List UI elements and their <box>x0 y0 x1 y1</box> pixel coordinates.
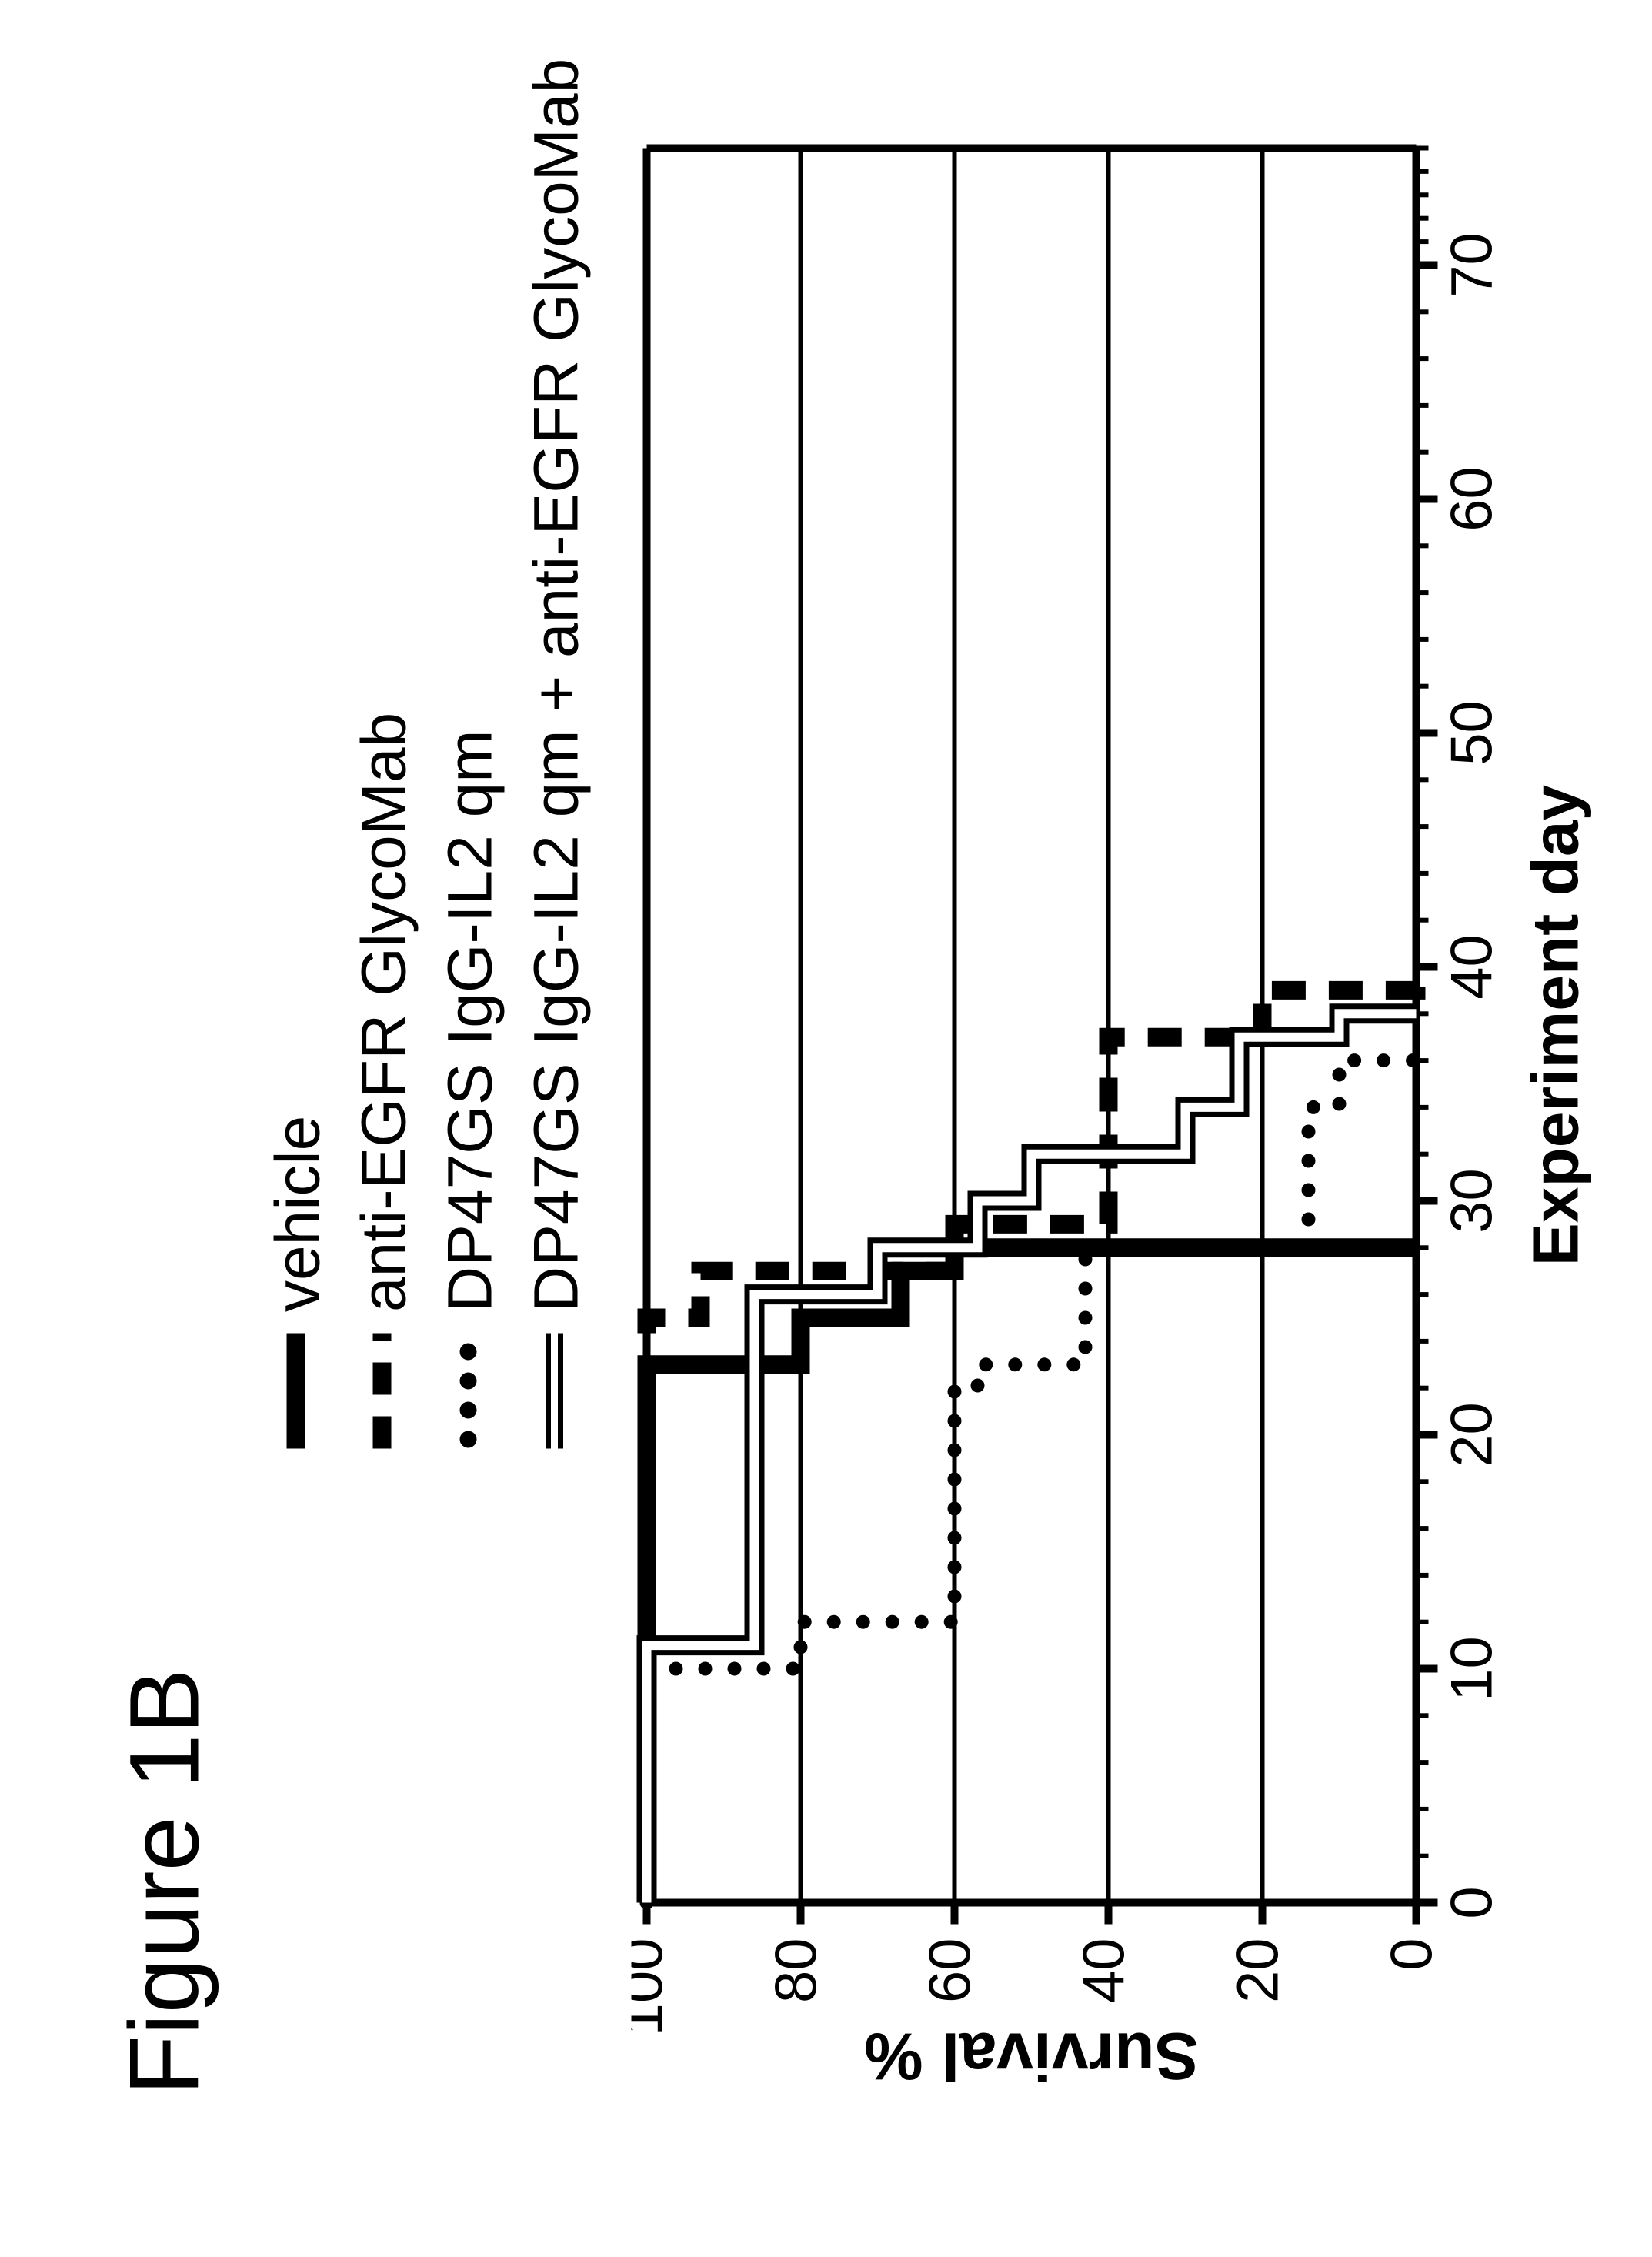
survival-chart: 0 20 40 60 80 100 0 10 20 30 40 50 60 70 Survival % Exp… <box>631 133 1600 2103</box>
legend-swatch <box>281 1334 315 1449</box>
svg-text:60: 60 <box>1439 467 1504 533</box>
svg-text:100: 100 <box>631 1938 675 2036</box>
legend-label: anti-EGFR GlycoMab <box>348 713 420 1312</box>
legend-row: anti-EGFR GlycoMab <box>348 58 420 1449</box>
svg-text:40: 40 <box>1071 1938 1136 2004</box>
svg-text:20: 20 <box>1225 1938 1290 2004</box>
svg-text:Experiment day: Experiment day <box>1519 785 1591 1267</box>
page: Figure 1B vehicleanti-EGFR GlycoMabDP47G… <box>0 302 1652 1955</box>
svg-text:10: 10 <box>1439 1637 1504 1702</box>
legend-label: DP47GS IgG-IL2 qm + anti-EGFR GlycoMab <box>520 58 592 1312</box>
legend-row: DP47GS IgG-IL2 qm + anti-EGFR GlycoMab <box>520 58 592 1449</box>
legend-label: DP47GS IgG-IL2 qm <box>434 730 506 1312</box>
figure-canvas: Figure 1B vehicleanti-EGFR GlycoMabDP47G… <box>0 0 1652 2257</box>
svg-text:Survival %: Survival % <box>864 2019 1199 2093</box>
svg-text:60: 60 <box>917 1938 983 2004</box>
legend-row: vehicle <box>262 58 334 1449</box>
svg-text:30: 30 <box>1439 1169 1504 1234</box>
svg-text:0: 0 <box>1379 1938 1444 1971</box>
legend-swatch <box>367 1334 402 1449</box>
svg-text:50: 50 <box>1439 701 1504 766</box>
legend-row: DP47GS IgG-IL2 qm <box>434 58 506 1449</box>
legend-swatch <box>539 1334 574 1449</box>
svg-text:40: 40 <box>1439 935 1504 1000</box>
figure-title: Figure 1B <box>108 1668 221 2095</box>
legend: vehicleanti-EGFR GlycoMabDP47GS IgG-IL2 … <box>262 58 606 1449</box>
svg-text:0: 0 <box>1439 1887 1504 1919</box>
svg-text:20: 20 <box>1439 1403 1504 1468</box>
svg-text:70: 70 <box>1439 233 1504 299</box>
svg-text:80: 80 <box>763 1938 829 2004</box>
legend-swatch <box>453 1334 488 1449</box>
legend-label: vehicle <box>262 1116 334 1312</box>
